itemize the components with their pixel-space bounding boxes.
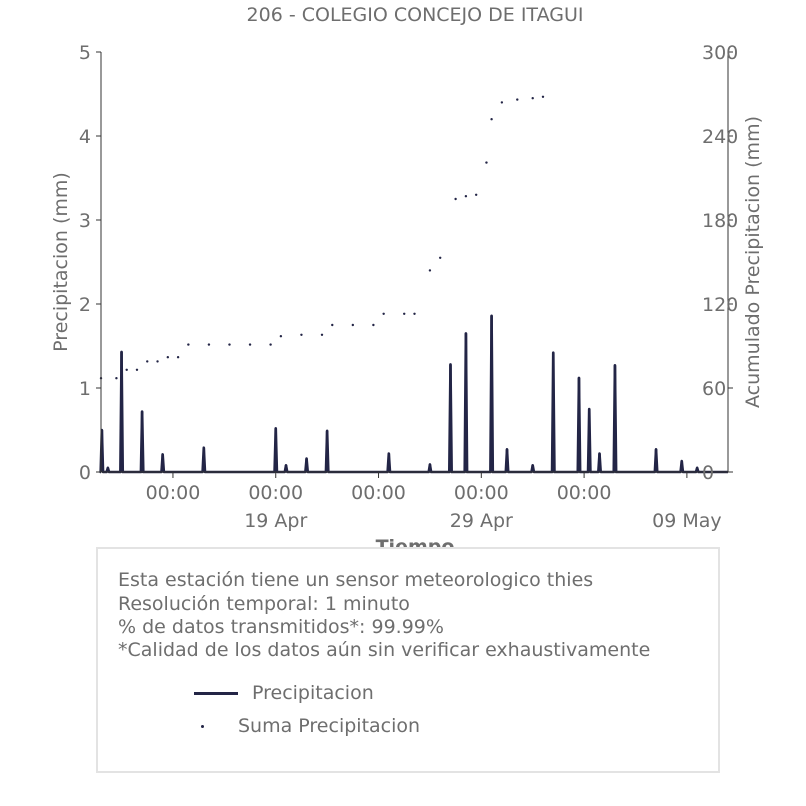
x-date-label: 19 Apr xyxy=(244,510,307,532)
cumulative-point xyxy=(176,356,180,359)
x-date-label: 09 May xyxy=(652,510,722,532)
cumulative-point xyxy=(320,333,324,336)
y2-tick-label: 0 xyxy=(702,462,714,484)
x-axis-ticks: 00:00 00:00 00:00 00:00 00:00 19 Apr 29 Apr 09 … xyxy=(146,472,722,532)
info-sensor-text: Esta estación tiene un sensor meteorolog… xyxy=(118,569,594,591)
chart-title: 206 - COLEGIO CONCEJO DE ITAGUI xyxy=(247,4,584,26)
cumulative-point xyxy=(403,312,406,315)
x-tick-label: 00:00 xyxy=(454,482,509,504)
cumulative-point xyxy=(187,343,190,346)
info-resolution-text: Resolución temporal: 1 minuto xyxy=(118,593,410,615)
y2-tick-label: 180 xyxy=(702,210,738,232)
y2-tick-label: 120 xyxy=(702,294,738,316)
y-axis-ticks: 0 1 2 3 4 5 xyxy=(79,42,101,484)
cumulative-point xyxy=(279,335,283,338)
y-tick-label: 4 xyxy=(79,126,91,148)
cumulative-point xyxy=(135,368,139,371)
cumulative-point xyxy=(146,360,149,363)
cumulative-point xyxy=(115,377,118,380)
x-date-label: 29 Apr xyxy=(450,510,513,532)
legend-precipitacion-label: Precipitacion xyxy=(252,682,374,704)
cumulative-point xyxy=(156,360,159,363)
cumulative-point xyxy=(474,193,478,196)
x-tick-label: 00:00 xyxy=(146,482,201,504)
y-tick-label: 2 xyxy=(79,294,91,316)
cumulative-point xyxy=(428,269,432,272)
cumulative-point xyxy=(248,343,252,346)
cumulative-point xyxy=(166,356,170,359)
cumulative-point xyxy=(438,256,442,259)
cumulative-point xyxy=(500,101,504,104)
legend-dot-swatch xyxy=(201,725,204,728)
cumulative-point xyxy=(531,97,534,100)
cumulative-point xyxy=(125,368,128,371)
y-tick-label: 5 xyxy=(79,42,91,64)
y-tick-label: 3 xyxy=(79,210,91,232)
info-box: Esta estación tiene un sensor meteorolog… xyxy=(96,547,720,773)
precipitation-line xyxy=(99,314,728,474)
cumulative-point xyxy=(331,323,334,327)
legend-line-swatch xyxy=(194,692,238,695)
y-tick-label: 1 xyxy=(79,378,91,400)
cumulative-point xyxy=(351,323,355,327)
x-tick-label: 00:00 xyxy=(248,482,303,504)
info-quality-note: *Calidad de los datos aún sin verificar … xyxy=(118,639,651,661)
cumulative-series xyxy=(99,95,545,380)
y-tick-label: 0 xyxy=(79,462,91,484)
cumulative-point xyxy=(207,343,211,346)
y-axis-label: Precipitacion (mm) xyxy=(50,172,72,352)
cumulative-point xyxy=(516,98,519,101)
x-tick-label: 00:00 xyxy=(557,482,612,504)
precipitation-series xyxy=(99,314,728,474)
y2-tick-label: 240 xyxy=(702,126,738,148)
cumulative-point xyxy=(372,323,375,327)
x-tick-label: 00:00 xyxy=(351,482,406,504)
cumulative-point xyxy=(541,95,545,99)
cumulative-point xyxy=(382,312,385,315)
y2-axis-label: Acumulado Precipitacion (mm) xyxy=(742,116,764,408)
info-transmitted-text: % de datos transmitidos*: 99.99% xyxy=(118,616,444,638)
cumulative-point xyxy=(228,343,231,346)
legend-suma-label: Suma Precipitacion xyxy=(238,715,421,737)
cumulative-point xyxy=(269,343,272,346)
cumulative-point xyxy=(454,197,457,201)
cumulative-point xyxy=(413,312,416,315)
y2-tick-label: 300 xyxy=(702,42,738,64)
y2-axis-ticks: 0 60 120 180 240 300 xyxy=(702,42,738,484)
cumulative-point xyxy=(485,161,488,164)
cumulative-point xyxy=(464,195,468,198)
cumulative-point xyxy=(300,333,303,336)
y2-tick-label: 60 xyxy=(702,378,726,400)
cumulative-point xyxy=(490,118,493,121)
